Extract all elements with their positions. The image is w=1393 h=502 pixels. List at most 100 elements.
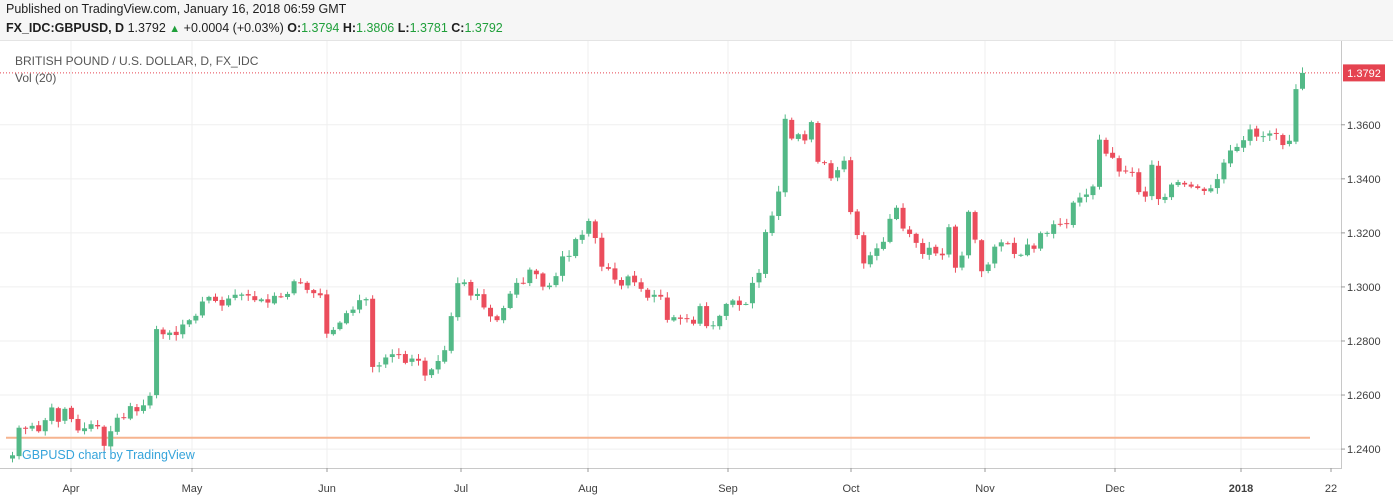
y-tick-label: 1.2600 <box>1347 390 1381 402</box>
candle-body <box>232 294 238 298</box>
candle-body <box>1044 232 1050 234</box>
candle-body <box>972 212 978 240</box>
candle-body <box>959 255 965 268</box>
price-axis[interactable]: 1.2400 1.2600 1.2800 1.3000 1.3200 1.3400 1.36… <box>1341 120 1381 456</box>
candle-body <box>1214 179 1220 189</box>
candle-body <box>632 275 638 283</box>
candle-body <box>206 296 212 301</box>
candle-body <box>527 269 533 284</box>
candle-body <box>514 282 520 295</box>
candle-body <box>933 246 939 254</box>
candle-body <box>710 325 716 327</box>
x-tick-label: May <box>182 483 203 495</box>
y-tick-label: 1.3200 <box>1347 228 1381 240</box>
candle-body <box>55 408 61 422</box>
candle-body <box>618 279 624 286</box>
candle-body <box>1169 184 1175 198</box>
candle-body <box>376 365 382 367</box>
candle-body <box>861 235 867 264</box>
candle-body <box>140 405 146 411</box>
candle-body <box>841 160 847 170</box>
price-axis-border <box>1341 41 1342 469</box>
low-label: L: <box>397 21 410 35</box>
candle-body <box>1077 197 1083 203</box>
candle-body <box>612 268 618 280</box>
candle-body <box>1051 224 1057 234</box>
candle-body <box>501 308 507 321</box>
candle-body <box>1070 202 1076 226</box>
candle-body <box>507 293 513 308</box>
candle-body <box>789 119 795 139</box>
candle-body <box>1227 150 1233 164</box>
candle-body <box>782 118 788 193</box>
candle-body <box>985 264 991 271</box>
candle-body <box>1018 254 1024 256</box>
candle-body <box>363 299 369 301</box>
x-tick-label: 22 <box>1325 483 1337 495</box>
candle-body <box>343 313 349 324</box>
up-triangle-icon: ▲ <box>169 23 181 35</box>
candle-body <box>114 417 120 432</box>
candle-body <box>900 207 906 229</box>
candle-body <box>1195 186 1201 189</box>
candle-body <box>625 276 631 286</box>
y-tick-label: 1.3400 <box>1347 174 1381 186</box>
candle-body <box>180 324 186 335</box>
candle-body <box>998 242 1004 247</box>
candle-body <box>134 407 140 412</box>
candle-body <box>298 282 304 284</box>
candle-body <box>49 407 55 421</box>
candle-body <box>1286 140 1292 145</box>
candle-body <box>952 226 958 268</box>
candle-body <box>95 424 101 427</box>
ohlc-readout: FX_IDC:GBPUSD, D 1.3792 ▲ +0.0004 (+0.03… <box>6 21 503 35</box>
candle-body <box>258 299 264 302</box>
time-axis-border <box>0 468 1341 469</box>
candle-body <box>848 160 854 213</box>
x-tick-label: 2018 <box>1229 483 1253 495</box>
watermark-link[interactable]: GBPUSD chart by TradingView <box>22 448 196 462</box>
x-tick-label: Apr <box>62 483 79 495</box>
x-tick-label: Oct <box>842 483 859 495</box>
candle-body <box>802 134 808 141</box>
candle-body <box>723 303 729 316</box>
candle-body <box>199 301 205 316</box>
candle-body <box>736 300 742 306</box>
chart-grid <box>0 41 1341 468</box>
published-text: Published on TradingView.com, January 16… <box>6 2 347 16</box>
candle-body <box>1300 72 1305 89</box>
candle-body <box>1182 182 1188 185</box>
candle-body <box>1031 245 1037 249</box>
candle-body <box>1136 172 1142 193</box>
candle-body <box>212 296 218 301</box>
candle-body <box>1293 89 1299 142</box>
candle-body <box>127 406 133 419</box>
symbol-label[interactable]: FX_IDC:GBPUSD, D <box>6 21 125 35</box>
high-label: H: <box>342 21 357 35</box>
candle-body <box>245 294 251 296</box>
candle-body <box>173 331 179 336</box>
candle-body <box>1280 135 1286 146</box>
x-tick-label: Sep <box>718 483 738 495</box>
last-price-box <box>1343 64 1385 82</box>
candle-body <box>285 293 291 297</box>
candle-body <box>461 282 467 285</box>
open-value: 1.3794 <box>301 21 340 35</box>
candle-body <box>62 408 68 421</box>
candle-body <box>1155 165 1161 200</box>
time-axis[interactable]: Apr May Jun Jul Aug Sep Oct Nov Dec 2018 22 <box>62 468 1337 495</box>
candle-body <box>1110 152 1116 158</box>
candle-body <box>573 239 579 257</box>
x-tick-label: Nov <box>975 483 995 495</box>
candle-body <box>553 276 559 286</box>
price-change: +0.0004 (+0.03%) <box>183 21 284 35</box>
candle-body <box>671 317 677 321</box>
candle-body <box>874 248 880 256</box>
candle-body <box>579 234 585 240</box>
candle-body <box>1083 194 1089 197</box>
candle-body <box>586 220 592 234</box>
candle-body <box>1005 243 1011 245</box>
candles <box>10 67 1305 463</box>
candle-body <box>894 207 900 220</box>
